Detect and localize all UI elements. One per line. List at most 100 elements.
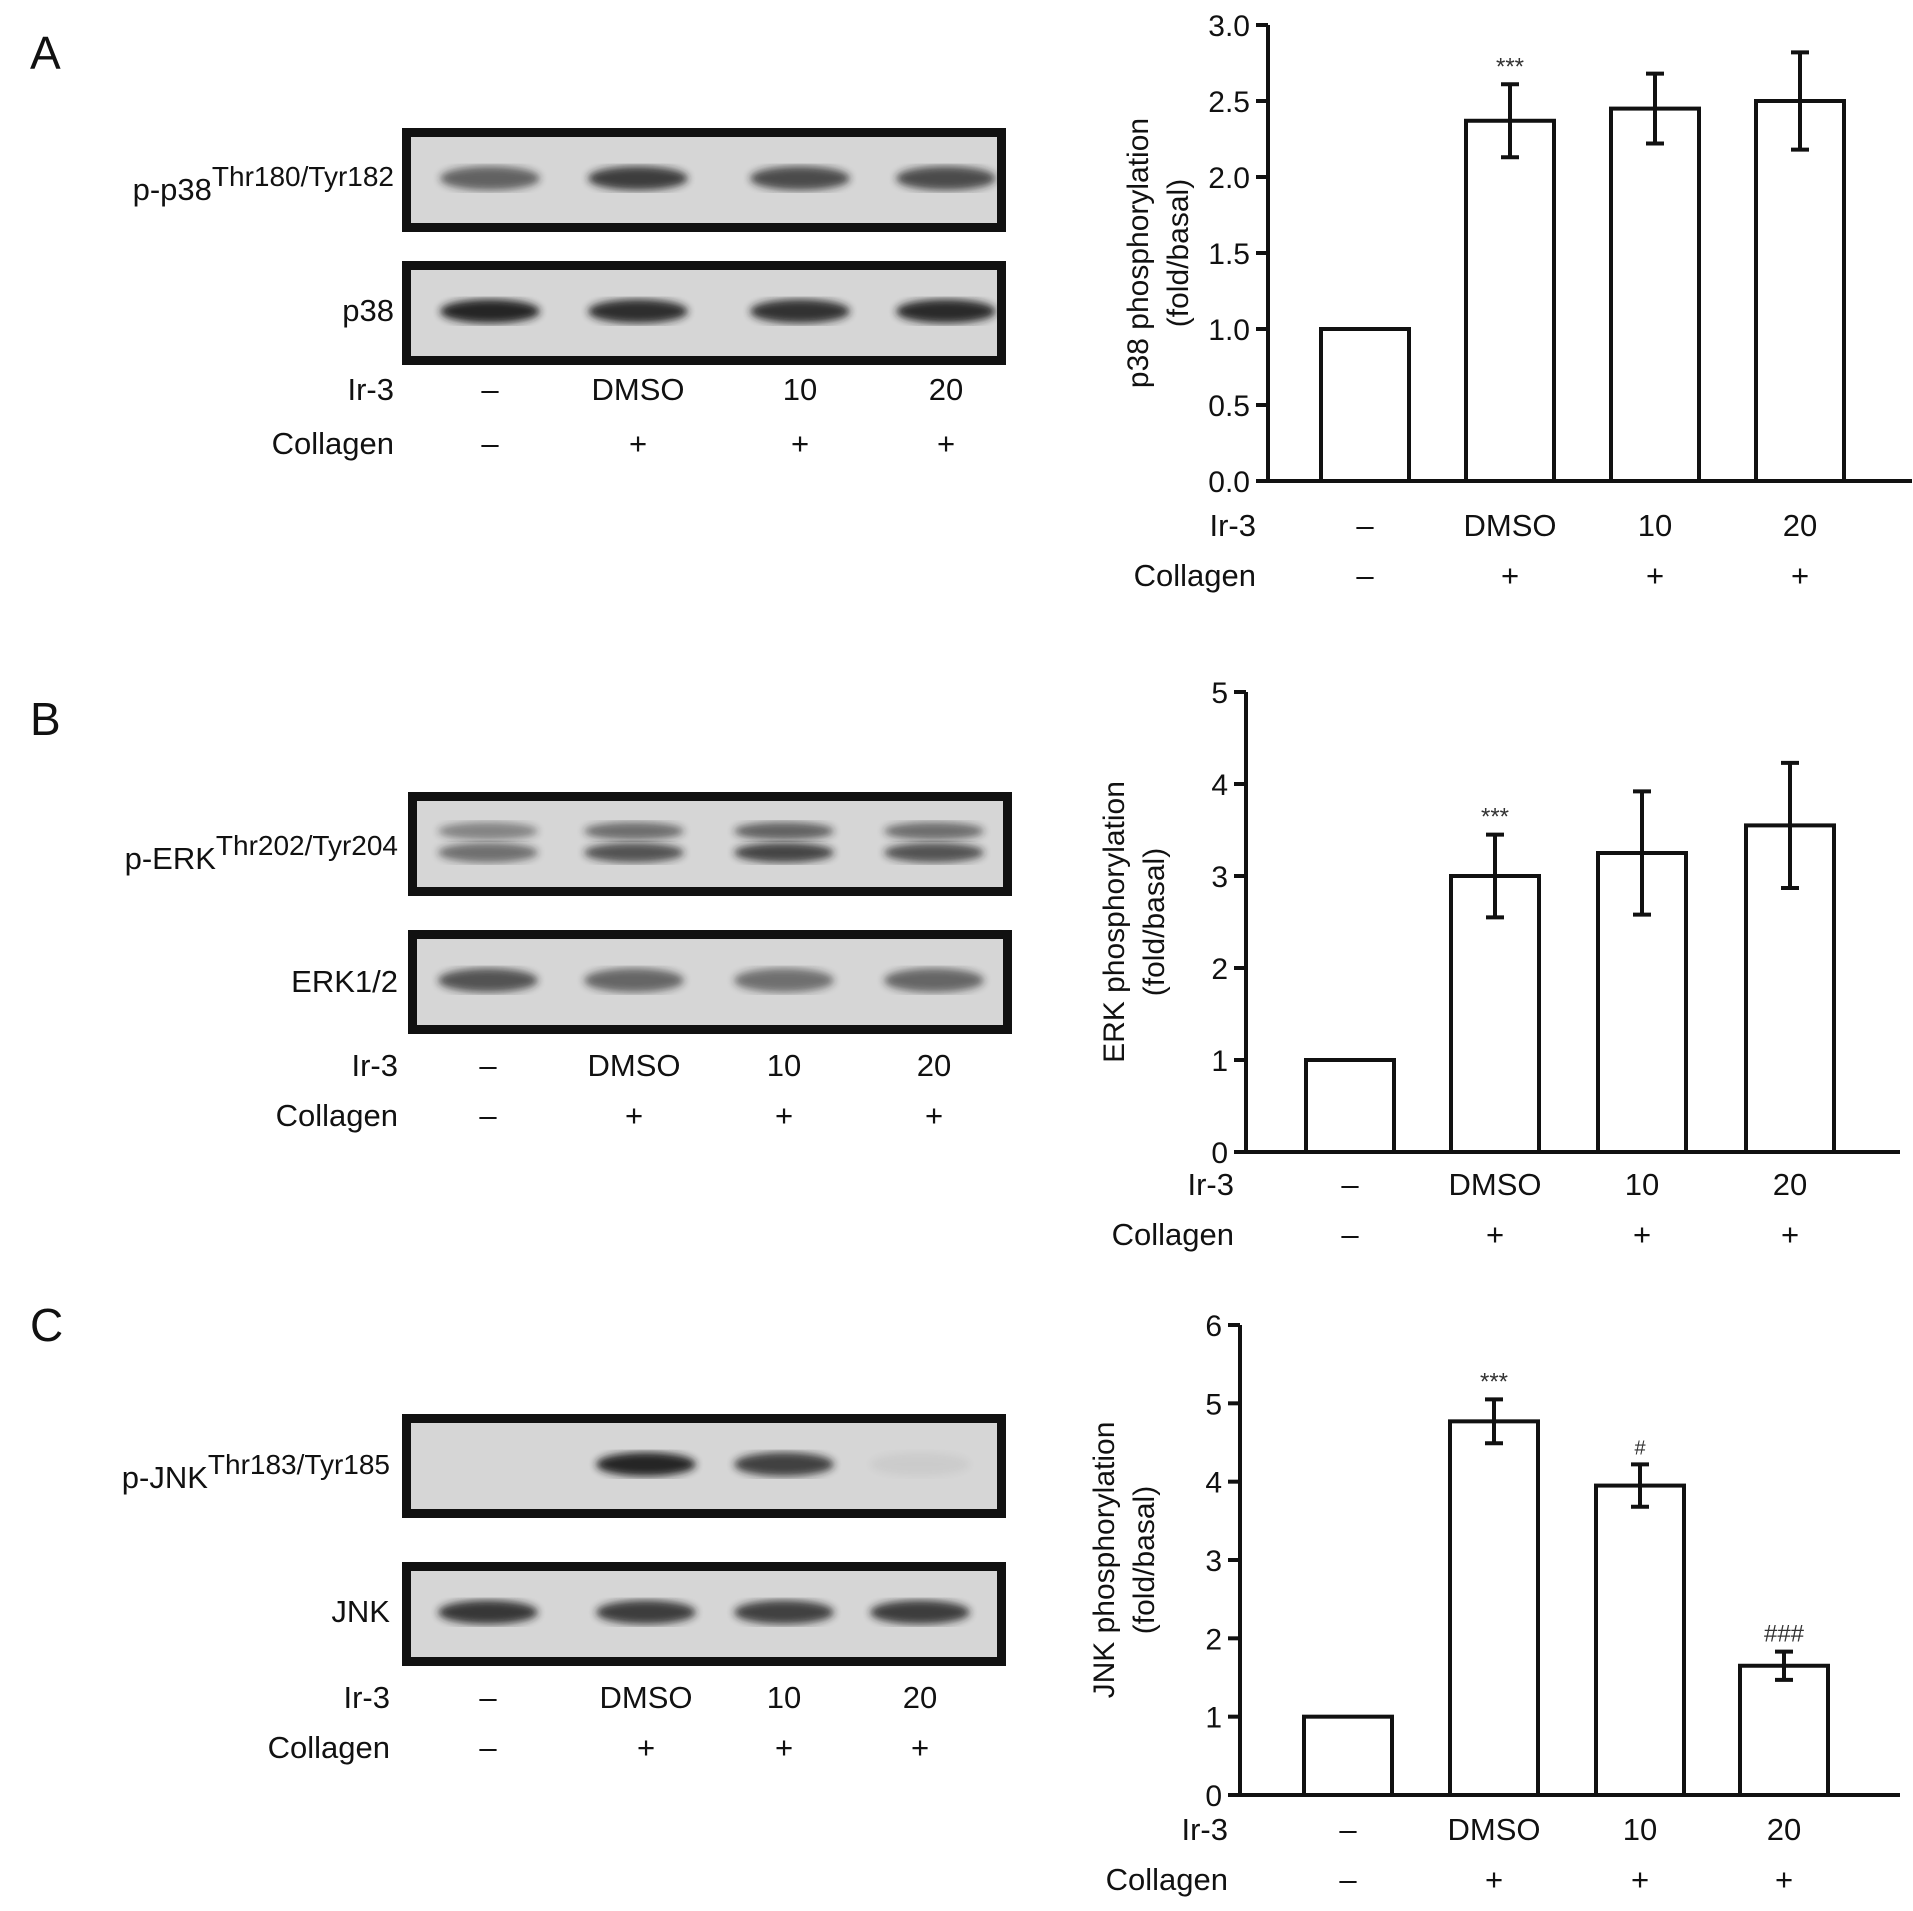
blot-band bbox=[584, 968, 684, 993]
y-axis-label-unit: (fold/basal) bbox=[1128, 1486, 1161, 1634]
blot-row-label: ERK1/2 bbox=[291, 964, 398, 999]
bar bbox=[1594, 1483, 1686, 1797]
y-tick-label: 1 bbox=[1211, 1045, 1228, 1078]
ir3-row-label: Ir-3 bbox=[1182, 1812, 1229, 1847]
y-tick-label: 2 bbox=[1205, 1623, 1222, 1656]
ir3-value: 10 bbox=[766, 1048, 802, 1083]
y-tick-label: 1.5 bbox=[1208, 238, 1250, 271]
blot-band bbox=[734, 1600, 834, 1625]
collagen-value: + bbox=[1781, 1217, 1799, 1252]
ir3-value: DMSO bbox=[1464, 508, 1557, 543]
blot-band bbox=[870, 1452, 970, 1477]
ir3-value: 10 bbox=[766, 1680, 802, 1715]
y-tick-label: 5 bbox=[1211, 677, 1228, 710]
blot-band bbox=[734, 822, 834, 841]
ir3-row-label: Ir-3 bbox=[351, 1048, 399, 1083]
ir3-value: 20 bbox=[928, 372, 964, 407]
ir3-value: 10 bbox=[782, 372, 818, 407]
ir3-value: – bbox=[1339, 1812, 1357, 1847]
blot-strip-2-2 bbox=[408, 930, 1012, 1034]
y-axis-label: JNK phosphorylation bbox=[1088, 1422, 1121, 1699]
ir3-value: DMSO bbox=[1449, 1167, 1542, 1202]
ir3-value: 10 bbox=[1638, 508, 1672, 543]
collagen-value: + bbox=[628, 426, 648, 461]
bar bbox=[1449, 874, 1541, 1154]
ir3-value: – bbox=[481, 372, 499, 407]
panel-letter-c: C bbox=[30, 1299, 64, 1351]
blot-row-label: JNK bbox=[331, 1594, 390, 1629]
significance-label: ### bbox=[1764, 1621, 1805, 1648]
y-tick-label: 3 bbox=[1205, 1545, 1222, 1578]
blot-strip-3-1 bbox=[402, 1414, 1006, 1518]
ir3-row-label: Ir-3 bbox=[347, 372, 395, 407]
collagen-value: – bbox=[1356, 558, 1374, 593]
y-tick-label: 2 bbox=[1211, 953, 1228, 986]
ir3-value: DMSO bbox=[599, 1680, 693, 1715]
ir3-value: 20 bbox=[916, 1048, 952, 1083]
y-axis-label: ERK phosphorylation bbox=[1098, 781, 1131, 1063]
bar bbox=[1609, 106, 1701, 483]
y-tick-label: 2.0 bbox=[1208, 162, 1250, 195]
blot-band bbox=[588, 166, 688, 191]
ir3-row-label: Ir-3 bbox=[343, 1680, 391, 1715]
blot-strip-1-1 bbox=[402, 128, 1006, 232]
blot-band bbox=[884, 968, 984, 993]
collagen-value: + bbox=[936, 426, 956, 461]
y-tick-label: 1.0 bbox=[1208, 314, 1250, 347]
bar bbox=[1319, 327, 1411, 483]
blot-band bbox=[596, 1600, 696, 1625]
ir3-value: 20 bbox=[902, 1680, 938, 1715]
y-tick-label: 0 bbox=[1205, 1780, 1222, 1813]
blot-band bbox=[870, 1600, 970, 1625]
y-tick-label: 0.5 bbox=[1208, 390, 1250, 423]
erk-phosphorylation-chart: 0 1 2 3 4 5 ERK phosphorylation (fold/basal) ***… bbox=[1098, 677, 1900, 1252]
panel-letter-a: A bbox=[30, 27, 61, 79]
y-tick-label: 4 bbox=[1211, 769, 1228, 802]
ir3-value: 20 bbox=[1783, 508, 1817, 543]
y-tick-label: 2.5 bbox=[1208, 86, 1250, 119]
significance-label: # bbox=[1634, 1437, 1646, 1459]
blot-row-label: p-ERKThr202/Tyr204 bbox=[124, 830, 398, 876]
y-tick-label: 3.0 bbox=[1208, 10, 1250, 43]
y-tick-label: 4 bbox=[1205, 1467, 1222, 1500]
y-tick-label: 0 bbox=[1211, 1137, 1228, 1170]
bar bbox=[1738, 1663, 1830, 1797]
blot-band bbox=[750, 166, 850, 191]
blot-band bbox=[588, 299, 688, 324]
collagen-row-label: Collagen bbox=[275, 1098, 398, 1133]
collagen-value: + bbox=[910, 1730, 930, 1765]
y-axis-label-unit: (fold/basal) bbox=[1162, 179, 1195, 327]
ir3-row-label: Ir-3 bbox=[1188, 1167, 1235, 1202]
blot-strip-1-2 bbox=[402, 261, 1006, 365]
blot-row-label: p-p38Thr180/Tyr182 bbox=[132, 161, 394, 207]
y-axis-label: p38 phosphorylation bbox=[1122, 118, 1155, 388]
collagen-value: + bbox=[1486, 1217, 1504, 1252]
collagen-value: + bbox=[1775, 1862, 1793, 1897]
collagen-row-label: Collagen bbox=[1106, 1862, 1228, 1897]
blot-band bbox=[438, 1600, 538, 1625]
collagen-value: + bbox=[774, 1730, 794, 1765]
bar bbox=[1448, 1419, 1540, 1797]
collagen-value: + bbox=[1485, 1862, 1503, 1897]
collagen-row-label: Collagen bbox=[267, 1730, 390, 1765]
significance-label: *** bbox=[1480, 1368, 1508, 1395]
panel-letter-b: B bbox=[30, 693, 61, 745]
collagen-value: – bbox=[479, 1098, 497, 1133]
collagen-value: – bbox=[1339, 1862, 1357, 1897]
blot-strip-3-2 bbox=[402, 1562, 1006, 1666]
blot-band bbox=[584, 842, 684, 863]
bar bbox=[1464, 118, 1556, 483]
bar bbox=[1302, 1714, 1394, 1797]
y-tick-label: 1 bbox=[1205, 1702, 1222, 1735]
blot-band bbox=[884, 822, 984, 841]
ir3-value: 10 bbox=[1625, 1167, 1659, 1202]
collagen-value: + bbox=[1646, 558, 1664, 593]
collagen-row-label: Collagen bbox=[1134, 558, 1256, 593]
collagen-value: + bbox=[1791, 558, 1809, 593]
ir3-value: DMSO bbox=[1448, 1812, 1541, 1847]
jnk-phosphorylation-chart: 0 1 2 3 4 5 6 JNK phosphorylation (fold/basal) **… bbox=[1088, 1310, 1900, 1897]
collagen-value: – bbox=[481, 426, 499, 461]
blot-band bbox=[438, 968, 538, 993]
blot-band bbox=[596, 1452, 696, 1477]
collagen-value: + bbox=[636, 1730, 656, 1765]
